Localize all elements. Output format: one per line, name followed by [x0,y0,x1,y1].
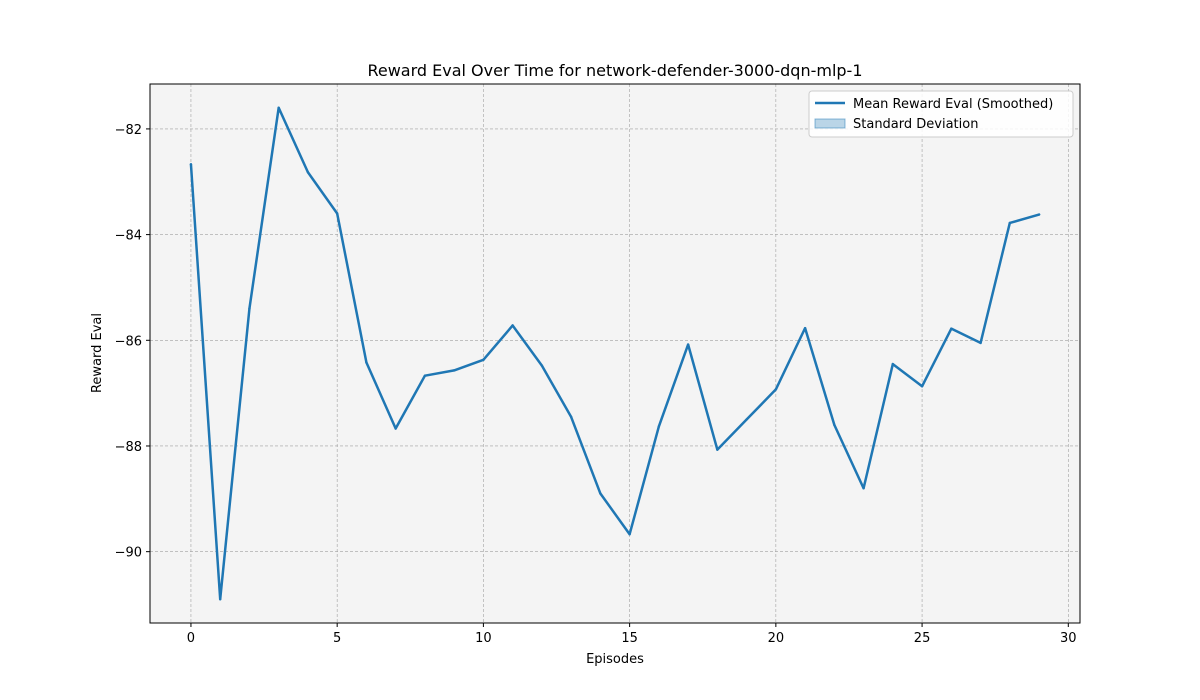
data-point [423,374,427,377]
data-point [862,487,865,490]
x-tick-label: 30 [1060,631,1077,646]
data-point [569,415,573,419]
data-point [306,171,310,174]
data-point [979,341,982,345]
data-point [277,106,280,109]
series-line-mean-reward [189,106,1041,601]
data-point [745,418,748,421]
data-point [686,343,690,346]
plot-frame [149,83,1081,624]
data-point [774,388,778,391]
data-point [511,324,514,327]
legend-swatch-std-band [814,118,846,129]
x-tick-label: 20 [768,631,785,646]
data-point [599,492,602,495]
y-tick-label: −84 [115,229,142,244]
data-point [452,369,456,372]
x-axis: 0 5 10 15 20 25 30 [187,623,1077,646]
y-tick-label: −86 [115,334,142,349]
series-layer [189,106,1041,601]
data-point [950,327,953,330]
legend-label-mean: Mean Reward Eval (Smoothed) [853,97,1053,112]
x-tick-label: 5 [333,631,341,646]
y-tick-label: −90 [115,546,142,561]
data-point [1008,221,1012,225]
x-tick-label: 10 [475,631,492,646]
legend-box [808,90,1074,138]
legend-label-std: Standard Deviation [853,117,978,132]
data-point [189,163,193,166]
x-tick-label: 0 [187,631,195,646]
data-point [803,326,807,330]
data-point [716,448,719,451]
y-tick-label: −82 [115,123,142,138]
y-axis: −90 −88 −86 −84 −82 [115,123,150,561]
x-axis-label: Episodes [586,652,644,667]
data-point [833,423,836,427]
data-point [920,385,924,388]
data-point [482,358,485,362]
data-point [394,427,397,430]
data-point [628,533,631,536]
data-point [365,361,368,364]
plot-area [150,84,1080,623]
y-axis-label: Reward Eval [90,313,105,393]
data-point [1037,213,1041,216]
data-point [891,362,895,366]
data-point [335,212,339,215]
x-tick-label: 15 [621,631,638,646]
grid-lines [150,84,1080,623]
data-point [218,598,222,601]
data-point [540,364,544,367]
x-tick-label: 25 [914,631,931,646]
data-point [248,307,251,310]
data-point [657,425,661,428]
legend: Mean Reward Eval (Smoothed) Standard Dev… [808,90,1074,138]
y-tick-label: −88 [115,440,142,455]
chart-title: Reward Eval Over Time for network-defend… [367,61,862,80]
